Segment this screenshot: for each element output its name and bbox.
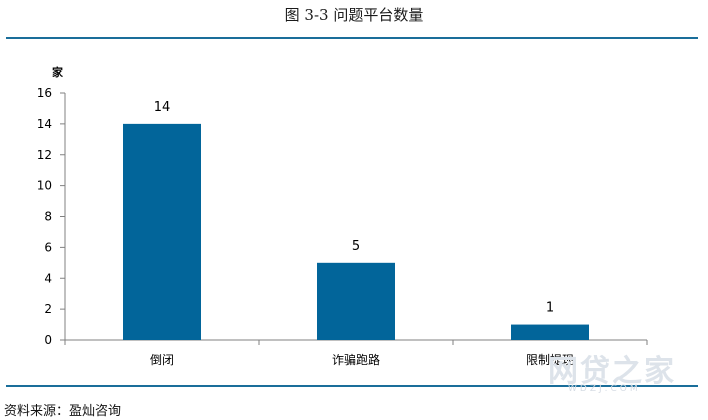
y-tick-label: 4 (44, 271, 52, 285)
labels: 14 倒闭 5 诈骗跑路 1 限制提现 (150, 100, 574, 367)
bar (511, 324, 589, 340)
x-category-label: 倒闭 (150, 353, 174, 367)
y-tick-label: 6 (44, 240, 52, 254)
source-note: 资料来源：盈灿咨询 (4, 404, 122, 419)
x-category-label: 限制提现 (526, 352, 574, 367)
watermark: 网贷之家 (548, 354, 676, 389)
y-tick-label: 12 (37, 148, 52, 162)
bar-chart: 家 0 2 4 6 8 10 12 14 16 14 倒闭 5 诈骗跑路 1 限制提现 (37, 65, 648, 367)
watermark-url: WDZJ.COM (568, 384, 641, 394)
bar (317, 262, 395, 340)
y-tick-label: 0 (44, 333, 52, 347)
data-label: 5 (352, 239, 360, 254)
chart-title: 图 3-3 问题平台数量 (284, 6, 424, 24)
y-tick-label: 16 (37, 86, 52, 100)
top-rule (6, 37, 698, 39)
y-tick-label: 14 (37, 117, 52, 131)
bottom-rule (6, 385, 698, 387)
x-category-label: 诈骗跑路 (332, 352, 380, 367)
bar (123, 123, 201, 340)
y-tick-label: 8 (44, 210, 52, 224)
data-label: 1 (546, 301, 554, 316)
bars (123, 123, 589, 340)
y-tick-label: 10 (37, 179, 52, 193)
data-label: 14 (154, 100, 171, 115)
y-axis-unit-label: 家 (52, 65, 64, 79)
y-tick-label: 2 (44, 302, 52, 316)
